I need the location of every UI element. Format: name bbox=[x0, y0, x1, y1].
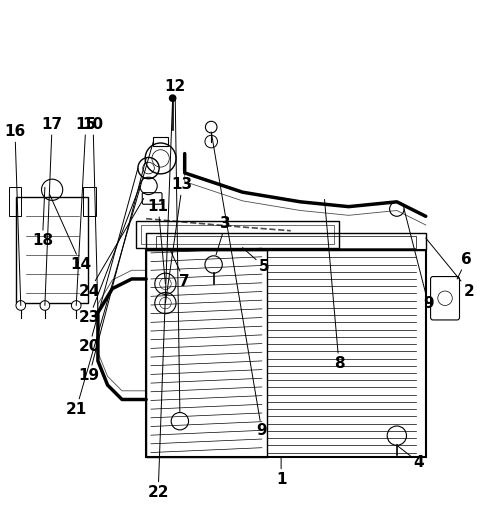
Text: 5: 5 bbox=[242, 248, 269, 275]
Text: 12: 12 bbox=[164, 79, 185, 413]
Text: 17: 17 bbox=[42, 117, 62, 305]
Text: 9: 9 bbox=[403, 209, 433, 311]
Circle shape bbox=[40, 300, 49, 311]
Text: 14: 14 bbox=[49, 195, 91, 272]
Text: 19: 19 bbox=[78, 158, 146, 383]
Text: 20: 20 bbox=[78, 168, 137, 354]
Text: 11: 11 bbox=[147, 199, 168, 284]
Text: 7: 7 bbox=[170, 250, 190, 289]
Text: 22: 22 bbox=[147, 98, 172, 499]
Circle shape bbox=[386, 426, 406, 445]
Text: 2: 2 bbox=[425, 238, 473, 298]
Text: 24: 24 bbox=[78, 198, 143, 298]
Bar bbox=[146, 250, 425, 458]
Bar bbox=[146, 250, 266, 458]
Bar bbox=[9, 187, 21, 216]
Text: 10: 10 bbox=[82, 117, 104, 313]
Bar bbox=[155, 235, 415, 248]
Circle shape bbox=[16, 300, 26, 311]
Text: 21: 21 bbox=[65, 142, 153, 417]
Bar bbox=[146, 233, 425, 250]
Text: 23: 23 bbox=[78, 186, 139, 325]
Text: 18: 18 bbox=[32, 187, 53, 248]
Text: 3: 3 bbox=[215, 216, 230, 255]
Text: 6: 6 bbox=[456, 252, 471, 279]
Text: 13: 13 bbox=[165, 177, 193, 303]
Text: 8: 8 bbox=[324, 199, 344, 371]
Bar bbox=[83, 187, 95, 216]
Bar bbox=[136, 221, 338, 248]
Text: 1: 1 bbox=[275, 458, 286, 487]
Text: 15: 15 bbox=[75, 117, 96, 305]
Bar bbox=[153, 136, 167, 147]
Circle shape bbox=[71, 300, 81, 311]
Text: 4: 4 bbox=[396, 445, 423, 470]
Text: 16: 16 bbox=[4, 124, 26, 305]
Text: 9: 9 bbox=[211, 132, 267, 439]
Bar bbox=[16, 197, 88, 303]
Bar bbox=[141, 225, 333, 244]
Circle shape bbox=[168, 94, 176, 102]
